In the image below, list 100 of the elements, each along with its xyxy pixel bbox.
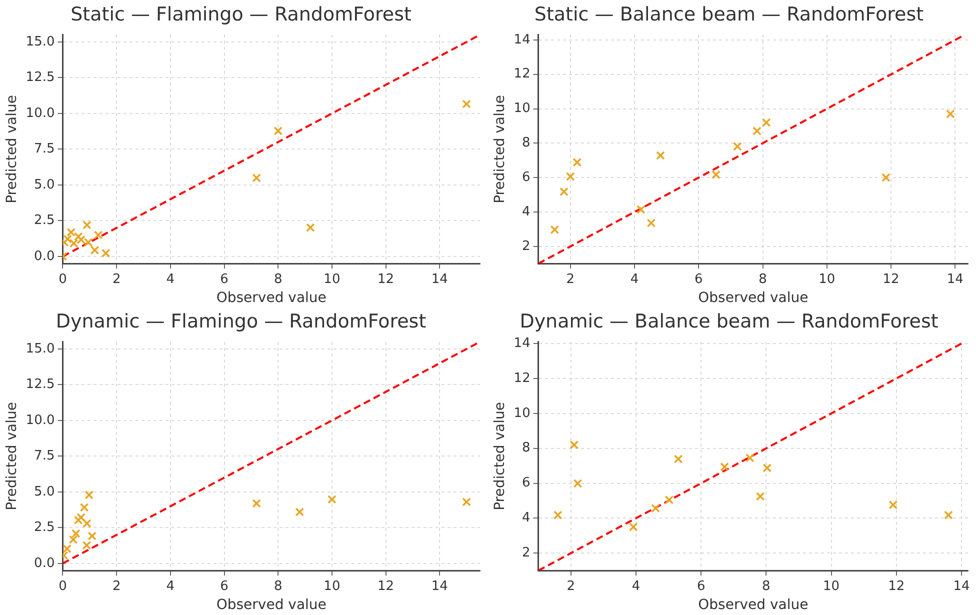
y-tick-label: 0.0 [34,556,55,571]
point [295,508,304,516]
y-tick-label: 10 [514,101,530,116]
point [90,246,100,255]
y-tick-label: 0.0 [34,248,55,264]
y-tick-label: 2 [522,546,530,561]
chart-title: Static — Flamingo — RandomForest [70,3,412,26]
y-tick-label: 15.0 [26,341,55,356]
y-tick-label: 12.5 [26,70,55,86]
y-tick-label: 10.0 [26,106,55,121]
y-tick-label: 7.5 [34,448,55,464]
point [80,502,89,512]
x-tick-label: 14 [953,578,970,594]
x-tick-label: 8 [274,272,282,287]
x-axis-title: Observed value [216,290,326,306]
point [651,504,660,513]
point [76,235,86,244]
x-tick-label: 2 [112,578,121,594]
chart-title: Static — Balance beam — RandomForest [534,3,924,26]
point [745,454,754,462]
y-axis-title: Predicted value [492,402,508,510]
point [82,220,92,230]
point [550,225,560,234]
x-tick-label: 12 [882,272,900,287]
point [82,540,92,550]
point [674,454,683,464]
x-tick-label: 8 [274,578,282,594]
y-tick-label: 2.5 [34,213,55,228]
point [944,510,953,520]
chart-title: Dynamic — Flamingo — RandomForest [56,310,426,332]
y-axis-title: Predicted value [492,94,508,204]
y-tick-label: 4 [522,510,530,526]
x-tick-label: 14 [946,272,964,287]
x-tick-label: 6 [220,578,228,594]
x-tick-label: 2 [566,578,576,594]
y-tick-label: 10.0 [26,412,55,428]
point [462,100,471,108]
point [274,126,283,136]
point [560,187,568,196]
x-axis-title: Observed value [698,597,808,614]
point [252,498,262,508]
point [664,495,674,504]
y-axis-title: Predicted value [4,94,20,204]
x-tick-label: 10 [324,578,340,594]
point [570,440,579,450]
point [553,510,562,520]
point [74,232,83,242]
point [656,150,665,160]
x-tick-label: 2 [112,272,121,287]
x-tick-label: 2 [566,272,575,287]
point [573,479,582,488]
y-tick-label: 2 [522,238,530,254]
x-tick-label: 14 [431,272,448,287]
x-tick-label: 4 [632,578,640,594]
x-tick-label: 8 [758,272,767,287]
point [646,218,656,228]
point [328,494,336,504]
point [69,238,78,248]
y-tick-label: 7.5 [34,142,55,157]
point [88,532,97,540]
point [881,173,890,182]
x-tick-label: 10 [324,272,340,287]
point [306,223,315,232]
y-tick-label: 4 [522,204,530,220]
point [946,110,955,118]
point [76,512,86,522]
x-tick-label: 6 [220,272,228,287]
point [74,516,83,525]
y-tick-label: 5.0 [34,484,55,500]
point [84,238,93,247]
point [712,170,720,180]
point [462,498,471,506]
y-tick-label: 12 [514,370,530,386]
y-tick-label: 14 [514,32,530,48]
x-axis-title: Observed value [216,597,326,614]
x-tick-label: 6 [694,272,703,287]
point [94,230,103,240]
point [762,463,772,472]
y-tick-label: 12.5 [26,377,55,392]
x-tick-label: 14 [431,578,448,594]
x-tick-label: 4 [630,272,639,287]
point [252,174,262,182]
point [888,500,898,510]
point [628,522,638,532]
y-tick-label: 14 [514,336,530,351]
point [636,205,646,214]
x-tick-label: 0 [58,578,67,594]
point [84,490,94,500]
y-tick-label: 15.0 [26,34,55,50]
chart-title: Dynamic — Balance beam — RandomForest [520,310,938,332]
point [572,158,582,167]
x-tick-label: 4 [166,578,175,594]
x-tick-label: 6 [696,578,706,594]
x-tick-label: 12 [888,578,905,594]
x-axis-title: Observed value [698,290,808,306]
y-tick-label: 8 [522,136,530,151]
point [733,142,742,151]
point [752,126,762,136]
point [82,518,92,528]
y-tick-label: 2.5 [34,520,55,536]
